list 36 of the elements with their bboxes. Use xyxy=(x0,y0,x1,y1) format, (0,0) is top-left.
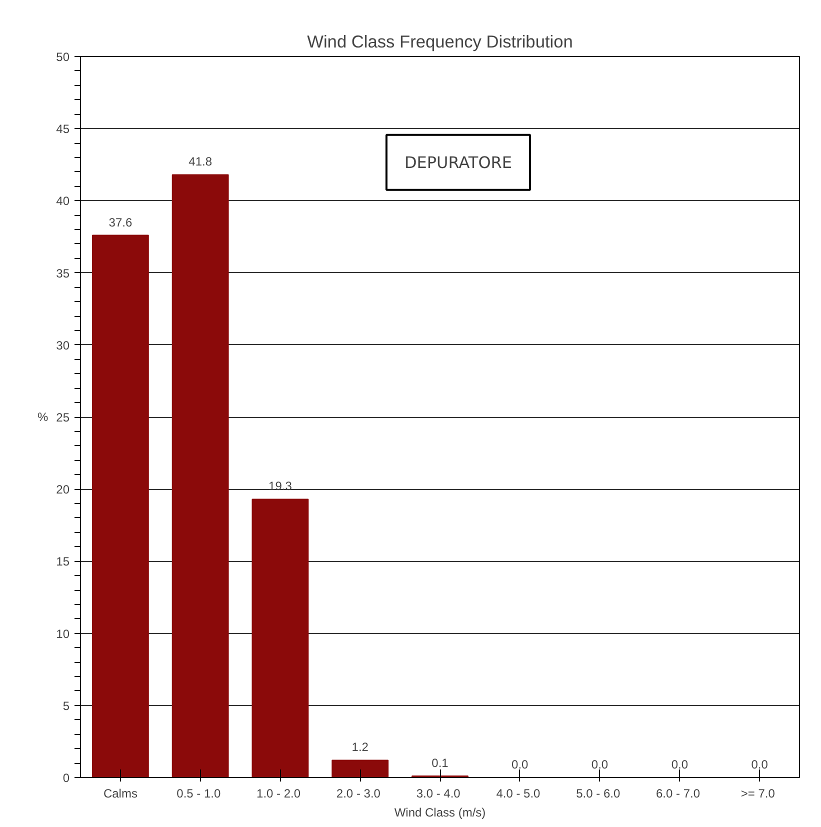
bar xyxy=(172,174,229,778)
y-tick-label: 15 xyxy=(56,554,70,569)
x-tick-label: 2.0 - 3.0 xyxy=(336,786,381,800)
data-label: 1.2 xyxy=(352,740,369,754)
y-tick-label: 35 xyxy=(56,266,70,280)
y-tick-label: 10 xyxy=(56,626,70,641)
bar xyxy=(332,760,389,778)
x-axis-title: Wind Class (m/s) xyxy=(394,806,486,820)
chart-title: Wind Class Frequency Distribution xyxy=(307,32,573,52)
y-tick-label: 5 xyxy=(62,698,70,713)
x-tick-label: >= 7.0 xyxy=(740,786,776,800)
data-label: 37.6 xyxy=(108,215,132,230)
data-label: 0.0 xyxy=(512,758,529,772)
y-tick-label: 25 xyxy=(56,410,70,424)
y-tick-label: 0 xyxy=(62,771,70,785)
x-tick-label: 4.0 - 5.0 xyxy=(496,786,541,800)
data-label: 0.1 xyxy=(432,756,449,770)
annotation: DEPURATORE xyxy=(404,152,512,172)
x-tick-label: 5.0 - 6.0 xyxy=(576,786,620,800)
data-label: 0.0 xyxy=(751,758,768,772)
y-tick-label: 45 xyxy=(56,122,70,136)
x-tick-label: 6.0 - 7.0 xyxy=(656,786,700,800)
data-label: 0.0 xyxy=(671,758,688,772)
x-tick-label: 3.0 - 4.0 xyxy=(416,786,461,800)
x-tick-label: 0.5 - 1.0 xyxy=(176,786,222,800)
data-label: 41.8 xyxy=(188,154,212,169)
x-tick-label: Calms xyxy=(103,786,138,800)
bar xyxy=(252,498,309,778)
y-axis-title: % xyxy=(37,410,48,424)
x-tick-label: 1.0 - 2.0 xyxy=(256,786,301,800)
y-tick-label: 40 xyxy=(56,194,70,208)
y-tick-label: 30 xyxy=(56,338,70,352)
y-tick-label: 50 xyxy=(56,50,70,64)
y-tick-label: 20 xyxy=(56,482,70,497)
data-label: 0.0 xyxy=(591,758,608,772)
bar xyxy=(92,234,149,778)
